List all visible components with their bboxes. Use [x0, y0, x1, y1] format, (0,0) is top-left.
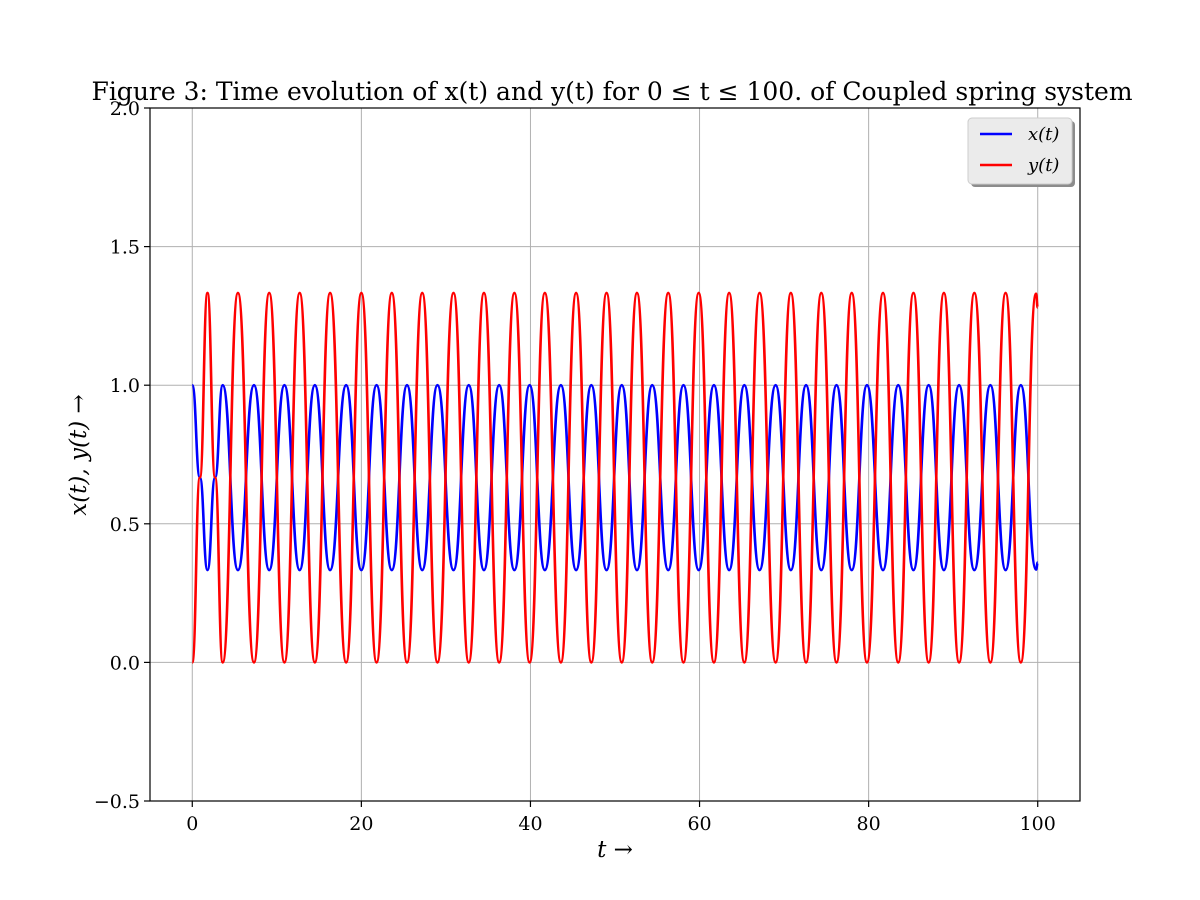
x-tick-label: 20 — [349, 813, 373, 835]
x-tick-label: 60 — [687, 813, 711, 835]
series-layer — [190, 291, 1040, 664]
y-tick-label: 1.5 — [110, 237, 140, 259]
axis-ticks: 0 20 40 60 80 100 −0.5 0.0 0.5 1.0 1.5 2.0 — [94, 98, 1056, 835]
plot-frame — [149, 107, 1081, 802]
x-tick-label: 80 — [857, 813, 881, 835]
x-axis-label: t → — [597, 837, 633, 863]
x-tick-label: 100 — [1020, 813, 1056, 835]
legend-label-xt: x(t) — [1028, 124, 1059, 145]
legend-label-yt: y(t) — [1027, 155, 1059, 176]
legend: x(t) y(t) — [967, 117, 1075, 187]
x-tick-label: 0 — [186, 813, 198, 835]
y-tick-label: 1.0 — [110, 375, 140, 397]
y-tick-label: −0.5 — [94, 791, 140, 813]
y-tick-label: 2.0 — [110, 98, 140, 120]
series-line-yt — [190, 291, 1040, 664]
x-tick-label: 40 — [518, 813, 542, 835]
y-axis-label: x(t), y(t) → — [66, 394, 92, 516]
chart-title: Figure 3: Time evolution of x(t) and y(t… — [91, 77, 1132, 106]
y-tick-label: 0.0 — [110, 652, 140, 674]
y-tick-label: 0.5 — [110, 514, 140, 536]
